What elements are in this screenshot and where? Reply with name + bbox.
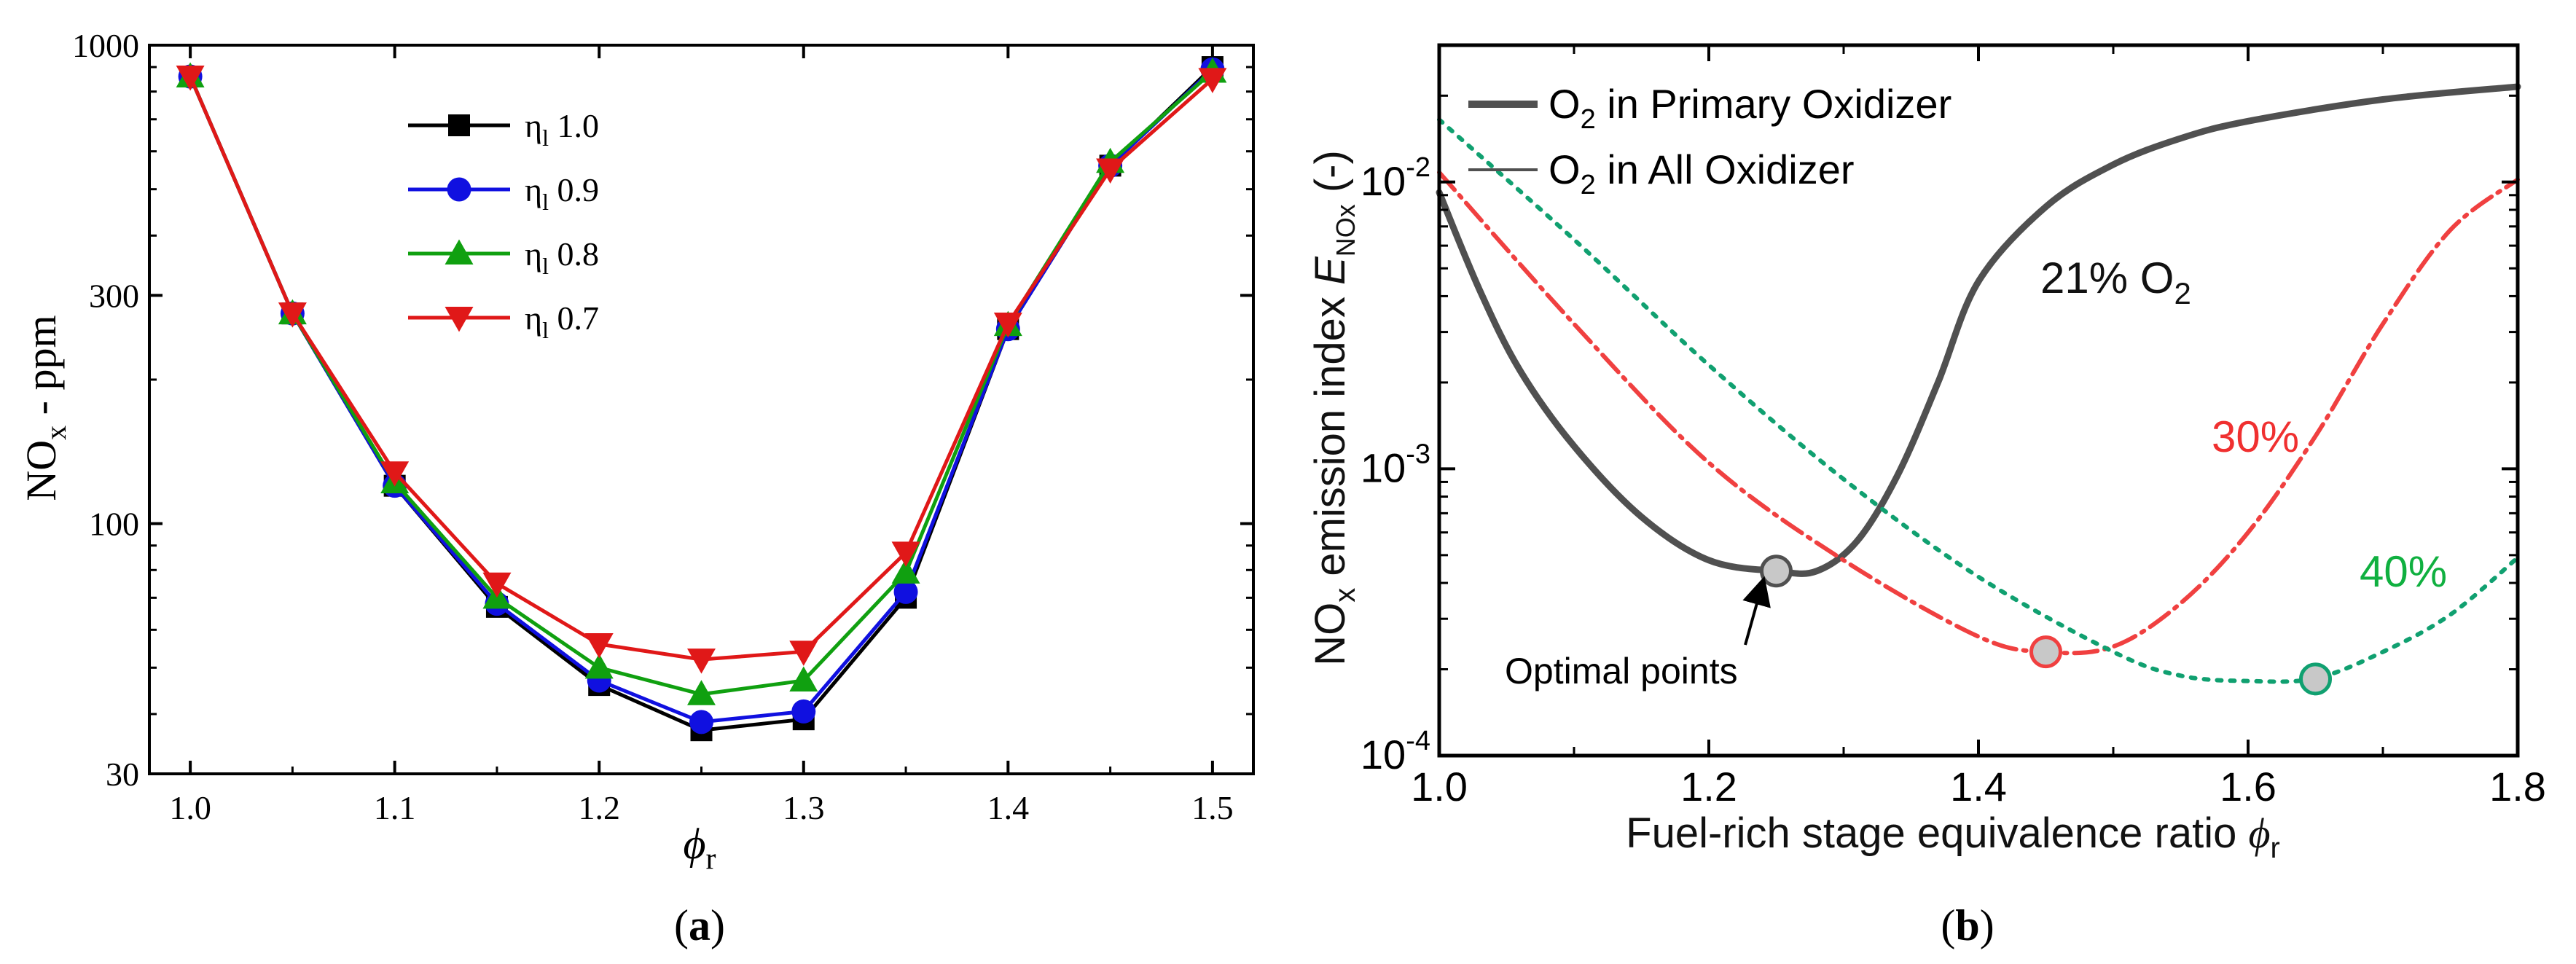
chart-b-xtick-label: 1.0 — [1411, 764, 1468, 810]
annotation-optimal-points: Optimal points — [1505, 651, 1738, 691]
chart-a-point-4 — [584, 633, 614, 659]
chart-a-point-4 — [891, 541, 920, 567]
chart-a-series — [176, 56, 1227, 742]
chart-b-panel-label: (b) — [1941, 901, 1994, 949]
chart-a-point-3 — [891, 558, 920, 584]
chart-a-ytick-label: 300 — [89, 277, 139, 314]
chart-a-xtick-label: 1.0 — [169, 789, 211, 826]
chart-b-ticks: 1.0 1.2 1.4 1.6 1.8 10-4 10-3 10-2 — [1361, 44, 2546, 810]
chart-b-ytick-label: 10-3 — [1361, 439, 1430, 490]
chart-a-point-4 — [789, 640, 818, 666]
chart-a-legend-marker — [445, 239, 474, 264]
chart-b-optimal-point — [2299, 662, 2332, 696]
chart-b-optimal-point — [2029, 635, 2062, 669]
chart-b-optimal-points — [1760, 555, 2332, 696]
chart-a-point-4 — [176, 66, 205, 91]
chart-a-series-line-4 — [188, 76, 1214, 662]
chart-a-xtick-label: 1.3 — [783, 789, 825, 826]
chart-b-legend: O2 in Primary Oxidizer O2 in All Oxidize… — [1468, 81, 1951, 200]
annotation-30-percent: 30% — [2212, 412, 2299, 461]
chart-a-legend-marker — [448, 114, 470, 136]
chart-a-legend-marker — [445, 307, 474, 332]
chart-a-point-2 — [893, 579, 918, 604]
chart-a-ylabel: NOx - ppm — [17, 315, 72, 501]
chart-b-xtick-label: 1.6 — [2220, 764, 2276, 810]
chart-b-ytick-label: 10-4 — [1361, 726, 1430, 777]
annotation-40-percent: 40% — [2360, 547, 2447, 596]
chart-b-series-line-1 — [1436, 83, 2521, 577]
chart-b-xtick-label: 1.8 — [2489, 764, 2546, 810]
chart-a-xlabel: ϕr — [683, 820, 716, 876]
chart-a-point-3 — [789, 666, 818, 691]
chart-a-point-4 — [380, 461, 410, 487]
chart-a-panel-label: (a) — [674, 901, 725, 949]
chart-b-optimal-point — [1760, 555, 1793, 588]
chart-a-legend-label: ηl 0.7 — [525, 299, 599, 343]
chart-a-point-4 — [687, 648, 716, 674]
chart-a-point-2 — [791, 699, 816, 724]
chart-b-series-line-3 — [1437, 117, 2520, 684]
chart-b-ylabel: NOx emission index ENOx (-) — [1307, 150, 1361, 666]
legend-label-all: O2 in All Oxidizer — [1549, 146, 1855, 200]
chart-b-xtick-label: 1.4 — [1950, 764, 2007, 810]
chart-b: 1.0 1.2 1.4 1.6 1.8 10-4 10-3 10-2 O2 in Primar… — [1307, 43, 2546, 949]
chart-a-xtick-label: 1.2 — [578, 789, 620, 826]
chart-b-xtick-label: 1.2 — [1680, 764, 1737, 810]
chart-a-legend-label: ηl 1.0 — [525, 107, 599, 151]
chart-a-ticks: 1.0 1.1 1.2 1.3 1.4 1.5 30 100 300 1000 — [72, 27, 1253, 826]
chart-b-series — [1436, 83, 2521, 684]
legend-label-primary: O2 in Primary Oxidizer — [1549, 81, 1951, 135]
chart-a-point-3 — [584, 653, 614, 679]
chart-b-series-line-2 — [1437, 170, 2520, 656]
chart-a-point-4 — [1198, 68, 1227, 93]
chart-a-legend-marker — [447, 177, 471, 202]
chart-a-xtick-label: 1.4 — [987, 789, 1030, 826]
chart-a-xtick-label: 1.5 — [1191, 789, 1234, 826]
chart-b-ytick-label: 10-2 — [1361, 152, 1430, 204]
chart-a-legend-label: ηl 0.8 — [525, 235, 599, 279]
chart-a-ytick-label: 30 — [106, 756, 139, 793]
chart-a-series-line-3 — [188, 70, 1214, 697]
chart-a-ytick-label: 1000 — [72, 27, 139, 64]
annotation-21-percent: 21% O2 — [2040, 254, 2191, 310]
annotation-arrow — [1742, 576, 1771, 646]
chart-a-point-4 — [482, 572, 512, 598]
chart-b-xlabel: Fuel-rich stage equivalence ratio ϕr — [1626, 810, 2280, 864]
chart-a-legend-label: ηl 0.9 — [525, 171, 599, 215]
chart-a-ytick-label: 100 — [89, 506, 139, 543]
chart-a-point-3 — [687, 680, 716, 705]
chart-a-point-2 — [689, 710, 713, 734]
chart-a-point-4 — [993, 312, 1022, 338]
chart-a-point-4 — [1096, 158, 1125, 184]
chart-a-legend: ηl 1.0 ηl 0.9 ηl 0.8 ηl 0.7 — [408, 107, 599, 343]
chart-a-xtick-label: 1.1 — [374, 789, 416, 826]
chart-a-point-4 — [278, 302, 307, 328]
